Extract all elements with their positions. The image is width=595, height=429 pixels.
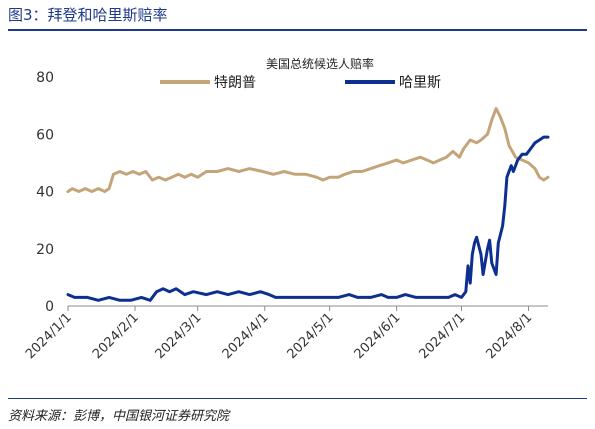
legend-label: 哈里斯 [399,75,441,91]
x-tick-label: 2024/2/1 [90,310,142,362]
x-tick-label: 2024/5/1 [285,310,337,362]
y-tick-label: 20 [36,242,54,258]
x-tick-label: 2024/4/1 [220,310,272,362]
y-tick-label: 40 [36,185,54,201]
y-tick-label: 80 [36,70,54,86]
legend: 特朗普 哈里斯 [160,75,441,91]
x-tick-label: 2024/8/1 [483,310,535,362]
series-line-1 [66,107,550,193]
series-layer [66,107,550,302]
series-line-2 [66,135,550,302]
figure-title: 图3：拜登和哈里斯赔率 [8,6,168,24]
y-tick-label: 60 [36,127,54,143]
x-tick-label: 2024/3/1 [153,310,205,362]
x-tick-label: 2024/6/1 [352,310,404,362]
x-tick-label: 2024/1/1 [23,310,75,362]
footer-divider [8,398,587,399]
y-axis: 0 20 40 60 80 [36,70,54,315]
x-axis: 2024/1/1 2024/2/1 2024/3/1 2024/4/1 2024/5/1… [23,305,548,362]
legend-label: 特朗普 [214,75,256,91]
source-note: 资料来源：彭博，中国银河证券研究院 [8,409,230,424]
chart-title: 美国总统候选人赔率 [266,56,374,71]
x-tick-label: 2024/7/1 [416,310,468,362]
title-divider [8,29,587,31]
y-tick-label: 0 [45,299,54,315]
